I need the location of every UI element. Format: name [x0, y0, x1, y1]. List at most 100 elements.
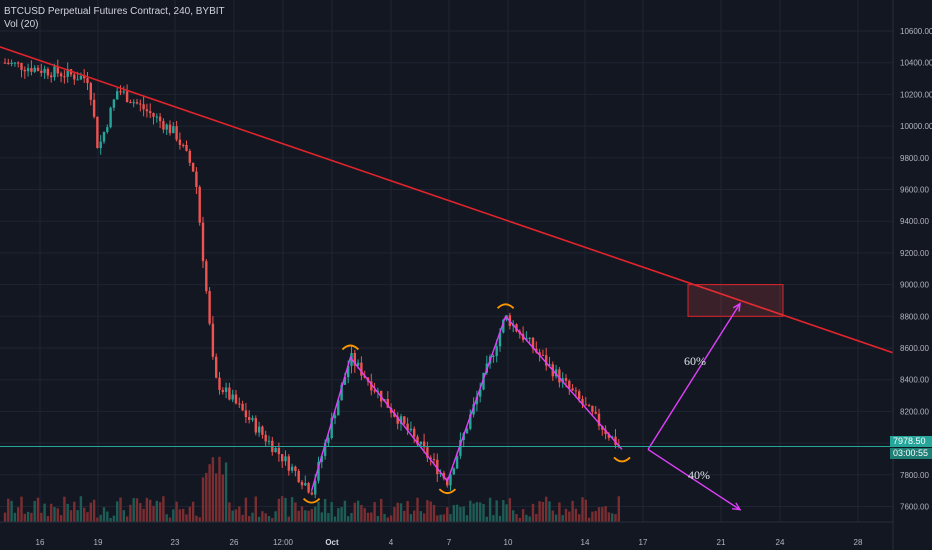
- candle-body: [386, 399, 389, 408]
- arrow-head: [731, 502, 742, 511]
- volume-bar: [79, 496, 83, 522]
- candle-body: [116, 91, 119, 100]
- drawings[interactable]: 60% 40%: [0, 46, 894, 511]
- volume-bar: [205, 472, 208, 522]
- candle-body: [604, 429, 607, 434]
- volume-bar: [485, 516, 488, 522]
- price-axis[interactable]: 10600.00 10400.00 10200.00 10000.00 9800.00 9…: [892, 0, 932, 550]
- volume-bar: [607, 512, 611, 522]
- volume-bar: [102, 507, 106, 522]
- candle-body: [304, 483, 307, 486]
- volume-bar: [290, 497, 294, 522]
- candle-body: [30, 68, 33, 72]
- volume-bar: [323, 498, 327, 522]
- candle-body: [195, 171, 198, 187]
- candle-body: [360, 362, 363, 376]
- price-axis-label: 8800.00: [900, 312, 929, 321]
- volume-bar: [436, 515, 439, 522]
- volume-bar: [10, 500, 13, 522]
- candle-body: [403, 416, 406, 424]
- volume-bar: [327, 513, 330, 522]
- candle-body: [578, 391, 581, 399]
- volume-bar: [515, 514, 518, 522]
- price-axis-label: 7800.00: [900, 471, 929, 480]
- volume-bar: [482, 503, 485, 522]
- candle-body: [396, 416, 399, 424]
- volume-bar: [50, 503, 53, 522]
- volume-bar: [343, 500, 347, 522]
- volume-bar: [518, 517, 521, 522]
- candle-body: [307, 483, 310, 493]
- volume-bar: [261, 511, 264, 522]
- volume-bar: [472, 503, 475, 522]
- candle-body: [541, 355, 545, 357]
- price-axis-label: 9400.00: [900, 217, 929, 226]
- time-axis-label: 4: [389, 538, 394, 547]
- candle-body: [26, 68, 30, 72]
- candle-body: [168, 124, 172, 134]
- pivot-marker: [341, 344, 360, 351]
- candle-body: [436, 459, 439, 475]
- volume-bar: [525, 514, 528, 522]
- candle-body: [587, 405, 591, 407]
- volume-bar: [581, 497, 584, 522]
- volume-bar: [30, 512, 33, 522]
- volume-bar: [96, 517, 99, 522]
- volume-bar: [393, 507, 396, 522]
- volume-bar: [244, 497, 248, 522]
- volume-bar: [488, 497, 492, 522]
- candle-body: [106, 127, 109, 132]
- volume-bar: [40, 512, 43, 522]
- time-axis-label: 17: [639, 538, 648, 547]
- candle-body: [165, 124, 168, 130]
- candle-body: [3, 62, 7, 64]
- candle-body: [554, 369, 558, 377]
- volume-bar: [422, 513, 426, 522]
- candle-body: [607, 433, 611, 438]
- volume-bar: [528, 516, 531, 522]
- candle-body: [548, 364, 551, 366]
- volume-bar: [419, 511, 422, 522]
- candle-body: [370, 381, 373, 391]
- symbol-title[interactable]: BTCUSD Perpetual Futures Contract, 240, …: [4, 6, 225, 17]
- price-axis-label: 8600.00: [900, 344, 929, 353]
- candle-body: [416, 436, 419, 445]
- volume-bar: [429, 501, 432, 522]
- price-axis-bg: [893, 0, 932, 550]
- time-axis-label: 7: [447, 538, 452, 547]
- volume-bar: [310, 508, 314, 522]
- time-axis-label: 19: [94, 538, 103, 547]
- volume-bar: [218, 456, 221, 522]
- volume-bar: [568, 511, 571, 522]
- volume-bar: [531, 503, 535, 522]
- volume-bar: [142, 508, 145, 522]
- candle-body: [17, 62, 20, 64]
- candle-body: [584, 404, 587, 406]
- grid-lines: [0, 0, 893, 522]
- candle-body: [574, 390, 578, 392]
- candle-body: [267, 440, 271, 442]
- volume-bar: [512, 510, 515, 522]
- volume-bar: [188, 506, 191, 522]
- volume-bar: [611, 513, 614, 522]
- candle-body: [191, 162, 195, 172]
- volume-bar: [413, 510, 416, 522]
- time-axis-label: 24: [776, 538, 785, 547]
- volume-indicator-label[interactable]: Vol (20): [4, 19, 39, 30]
- candle-body: [205, 261, 208, 292]
- volume-bar: [135, 498, 139, 522]
- volume-bar: [356, 500, 360, 522]
- candle-body: [284, 456, 287, 462]
- volume-bar: [304, 510, 307, 522]
- candle-body: [340, 384, 343, 401]
- candle-body: [244, 410, 248, 418]
- probability-label-down: 40%: [688, 468, 710, 482]
- time-axis[interactable]: 16 19 23 26 12:00 Oct 4 7 10 14 17 21 24 28: [0, 521, 893, 547]
- volume-bar: [561, 515, 564, 522]
- candle-body: [102, 131, 106, 142]
- volume-bar: [350, 512, 353, 522]
- volume-bar: [234, 509, 238, 522]
- candle-body: [66, 69, 69, 77]
